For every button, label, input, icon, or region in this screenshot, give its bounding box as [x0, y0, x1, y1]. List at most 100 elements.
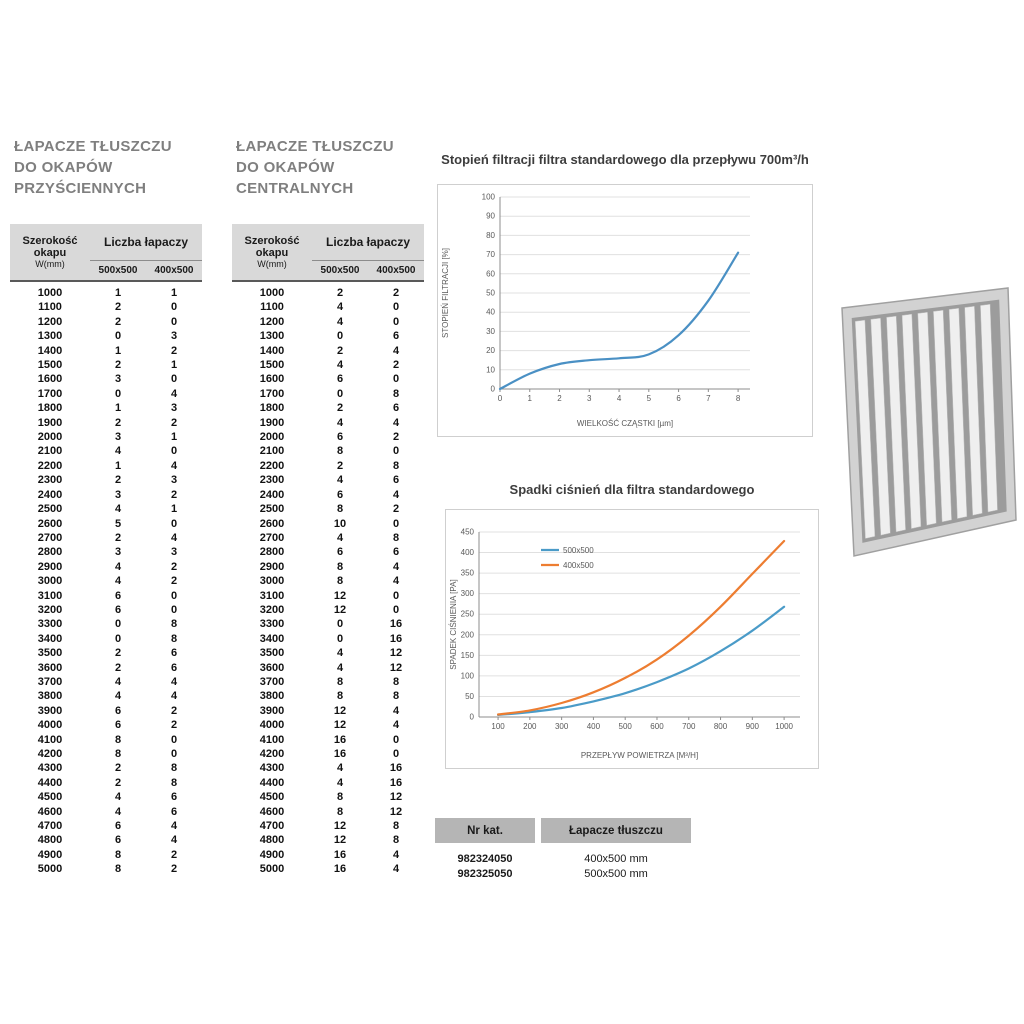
cell: 3900: [37, 704, 63, 717]
table-row: 3300 0 8: [10, 617, 202, 631]
cell: 3000: [37, 575, 63, 588]
table-row: 3700 8 8: [232, 675, 424, 689]
cell: 6: [336, 431, 344, 444]
title-line: PRZYŚCIENNYCH: [14, 180, 147, 197]
table-row: 4800 12 8: [232, 833, 424, 847]
cell: 4900: [259, 848, 285, 861]
cell: 4: [392, 416, 400, 429]
table-row: 3200 12 0: [232, 603, 424, 617]
table-row: 4000 12 4: [232, 718, 424, 732]
cell: 4: [336, 661, 344, 674]
filtration-chart-title: Stopień filtracji filtra standardowego d…: [441, 152, 809, 167]
cell: 2: [392, 431, 400, 444]
cell: 3300: [259, 618, 285, 631]
cell: 0: [392, 315, 400, 328]
cell: 2200: [37, 459, 63, 472]
table-row: 4500 8 12: [232, 790, 424, 804]
catalog-number: 982325050: [457, 868, 513, 880]
cell: 8: [392, 531, 400, 544]
table-row: 3600 2 6: [10, 661, 202, 675]
cell: 4900: [37, 848, 63, 861]
table-row: 3500 2 6: [10, 646, 202, 660]
table-row: 3700 4 4: [10, 675, 202, 689]
cell: 1100: [38, 301, 62, 314]
cell: 6: [336, 373, 344, 386]
svg-text:500: 500: [619, 722, 633, 731]
catalog-table: Nr kat. Łapacze tłuszczu 982324050 400x5…: [435, 818, 691, 882]
cell: 2400: [37, 488, 63, 501]
cell: 1300: [259, 330, 285, 343]
cell: 8: [336, 575, 344, 588]
cell: 0: [170, 603, 178, 616]
catalog-size: 400x500 mm: [584, 853, 648, 865]
svg-text:0: 0: [470, 713, 475, 722]
cell: 1500: [37, 359, 63, 372]
cell: 4: [170, 387, 178, 400]
cell: 12: [333, 603, 347, 616]
cell: 3: [170, 474, 178, 487]
cell: 1000: [259, 287, 285, 299]
svg-text:SPADEK CIŚNIENIA [PA]: SPADEK CIŚNIENIA [PA]: [449, 579, 458, 669]
subcolumn-500x500: 500x500: [90, 260, 146, 282]
cell: 8: [336, 503, 344, 516]
cell: 6: [336, 488, 344, 501]
cell: 4: [392, 848, 400, 861]
cell: 2800: [37, 546, 63, 559]
table-row: 1500 2 1: [10, 358, 202, 372]
cell: 8: [114, 748, 122, 760]
cell: 16: [389, 618, 403, 631]
svg-text:40: 40: [486, 308, 495, 317]
table-row: 4900 16 4: [232, 848, 424, 862]
cell: 4: [114, 445, 122, 458]
cell: 4: [336, 315, 344, 328]
width-column-header: Szerokość okapu W(mm): [10, 224, 90, 282]
wall-hoods-table-header: Szerokość okapu W(mm) Liczba łapaczy 500…: [10, 224, 203, 282]
cell: 6: [114, 704, 122, 717]
svg-text:60: 60: [486, 269, 495, 278]
table-row: 4300 2 8: [10, 761, 202, 775]
table-row: 3000 8 4: [232, 574, 424, 588]
cell: 5000: [37, 863, 63, 876]
cell: 1100: [260, 301, 284, 314]
cell: 8: [392, 820, 400, 833]
cell: 2200: [259, 459, 285, 472]
cell: 3100: [37, 589, 63, 602]
cell: 1500: [259, 359, 285, 372]
table-row: 5000 8 2: [10, 862, 202, 876]
title-line: DO OKAPÓW: [236, 159, 335, 176]
cell: 0: [170, 733, 178, 746]
cell: 4: [114, 690, 122, 703]
cell: 3800: [37, 690, 63, 703]
cell: 1: [114, 344, 122, 357]
cell: 2: [170, 416, 178, 429]
svg-text:300: 300: [461, 589, 475, 598]
cell: 3800: [259, 690, 285, 703]
cell: 4: [392, 863, 400, 876]
svg-text:8: 8: [736, 394, 741, 403]
svg-text:450: 450: [461, 528, 475, 537]
cell: 1: [114, 459, 122, 472]
cell: 0: [114, 387, 122, 400]
cell: 2: [170, 719, 178, 732]
cell: 4: [336, 359, 344, 372]
table-row: 1400 2 4: [232, 344, 424, 358]
svg-text:7: 7: [706, 394, 711, 403]
cell: 4600: [259, 805, 285, 818]
cell: 5: [114, 517, 122, 530]
cell: 0: [336, 330, 344, 343]
central-hoods-title: ŁAPACZE TŁUSZCZU DO OKAPÓW CENTRALNYCH: [236, 136, 394, 199]
svg-text:150: 150: [461, 651, 475, 660]
cell: 6: [170, 661, 178, 674]
cell: 16: [389, 632, 403, 645]
cell: 2: [336, 287, 344, 299]
table-row: 3800 4 4: [10, 689, 202, 703]
svg-text:350: 350: [461, 569, 475, 578]
table-row: 4400 2 8: [10, 776, 202, 790]
cell: 0: [170, 589, 178, 602]
cell: 12: [333, 834, 347, 847]
svg-text:10: 10: [486, 365, 495, 374]
count-column-header: Liczba łapaczy: [90, 224, 203, 261]
cell: 16: [333, 863, 347, 876]
cell: 1700: [37, 387, 63, 400]
cell: 0: [170, 315, 178, 328]
